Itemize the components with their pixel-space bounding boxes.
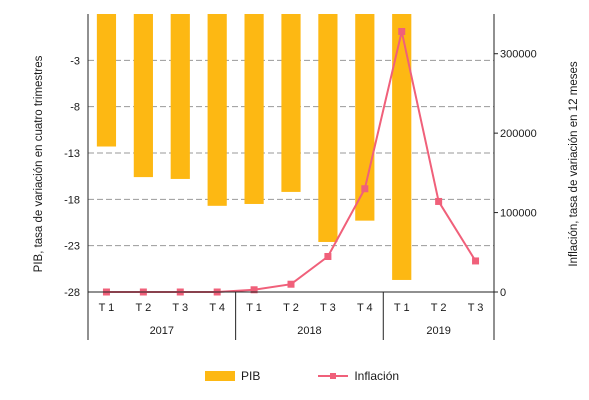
bar-pib (170, 14, 190, 179)
y-tick-left: -3 (70, 55, 80, 67)
x-tick-quarter: T 3 (320, 302, 336, 314)
x-tick-quarter: T 2 (431, 302, 447, 314)
y-tick-right: 300000 (500, 49, 537, 61)
point-inflacion (250, 286, 258, 294)
y-axis-right-label: Inflación, tasa de variación en 12 meses (568, 61, 580, 266)
legend-swatch-pib (205, 371, 235, 381)
y-tick-right: 200000 (500, 128, 537, 140)
legend: PIB Inflación (205, 369, 399, 383)
x-tick-quarter: T 2 (283, 302, 299, 314)
x-tick-quarter: T 3 (468, 302, 484, 314)
y-tick-right: 0 (500, 287, 506, 299)
bar-pib (133, 14, 153, 178)
x-tick-year: 2019 (426, 325, 450, 337)
point-inflacion (398, 27, 406, 35)
point-inflacion (435, 197, 443, 205)
x-tick-quarter: T 4 (209, 302, 225, 314)
legend-swatch-inflacion (318, 371, 349, 381)
point-inflacion (472, 257, 480, 265)
y-tick-left: -13 (64, 148, 80, 160)
y-tick-left: -28 (64, 287, 80, 299)
x-tick-quarter: T 1 (99, 302, 115, 314)
tick-labels: -28 -23 -18 -13 -8 -3 0 100000 200000 300000 T 1 T … (64, 49, 537, 337)
legend-label-inflacion: Inflación (354, 369, 400, 383)
x-tick-quarter: T 4 (357, 302, 373, 314)
legend-label-pib: PIB (241, 369, 261, 383)
bar-pib (318, 14, 338, 242)
point-inflacion (361, 185, 369, 193)
y-tick-left: -8 (70, 102, 80, 114)
bar-pib (392, 14, 412, 280)
x-tick-year: 2017 (150, 325, 174, 337)
x-tick-quarter: T 1 (246, 302, 262, 314)
legend-item-inflacion: Inflación (318, 369, 399, 383)
x-tick-quarter: T 1 (394, 302, 410, 314)
y-axis-left-label: PIB, tasa de variación en cuatro trimest… (33, 55, 45, 272)
bar-pib (96, 14, 117, 147)
x-tick-year: 2018 (297, 325, 321, 337)
point-inflacion (287, 280, 295, 288)
bar-pib (207, 14, 227, 206)
y-tick-left: -23 (64, 241, 80, 253)
legend-item-pib: PIB (205, 369, 260, 383)
axes (87, 14, 498, 340)
y-tick-left: -18 (64, 194, 80, 206)
bar-pib (281, 14, 301, 192)
y-tick-right: 100000 (500, 208, 537, 220)
x-tick-quarter: T 3 (172, 302, 188, 314)
point-inflacion (324, 252, 332, 260)
pib-bars (96, 14, 412, 280)
x-tick-quarter: T 2 (136, 302, 152, 314)
bar-pib (244, 14, 264, 204)
